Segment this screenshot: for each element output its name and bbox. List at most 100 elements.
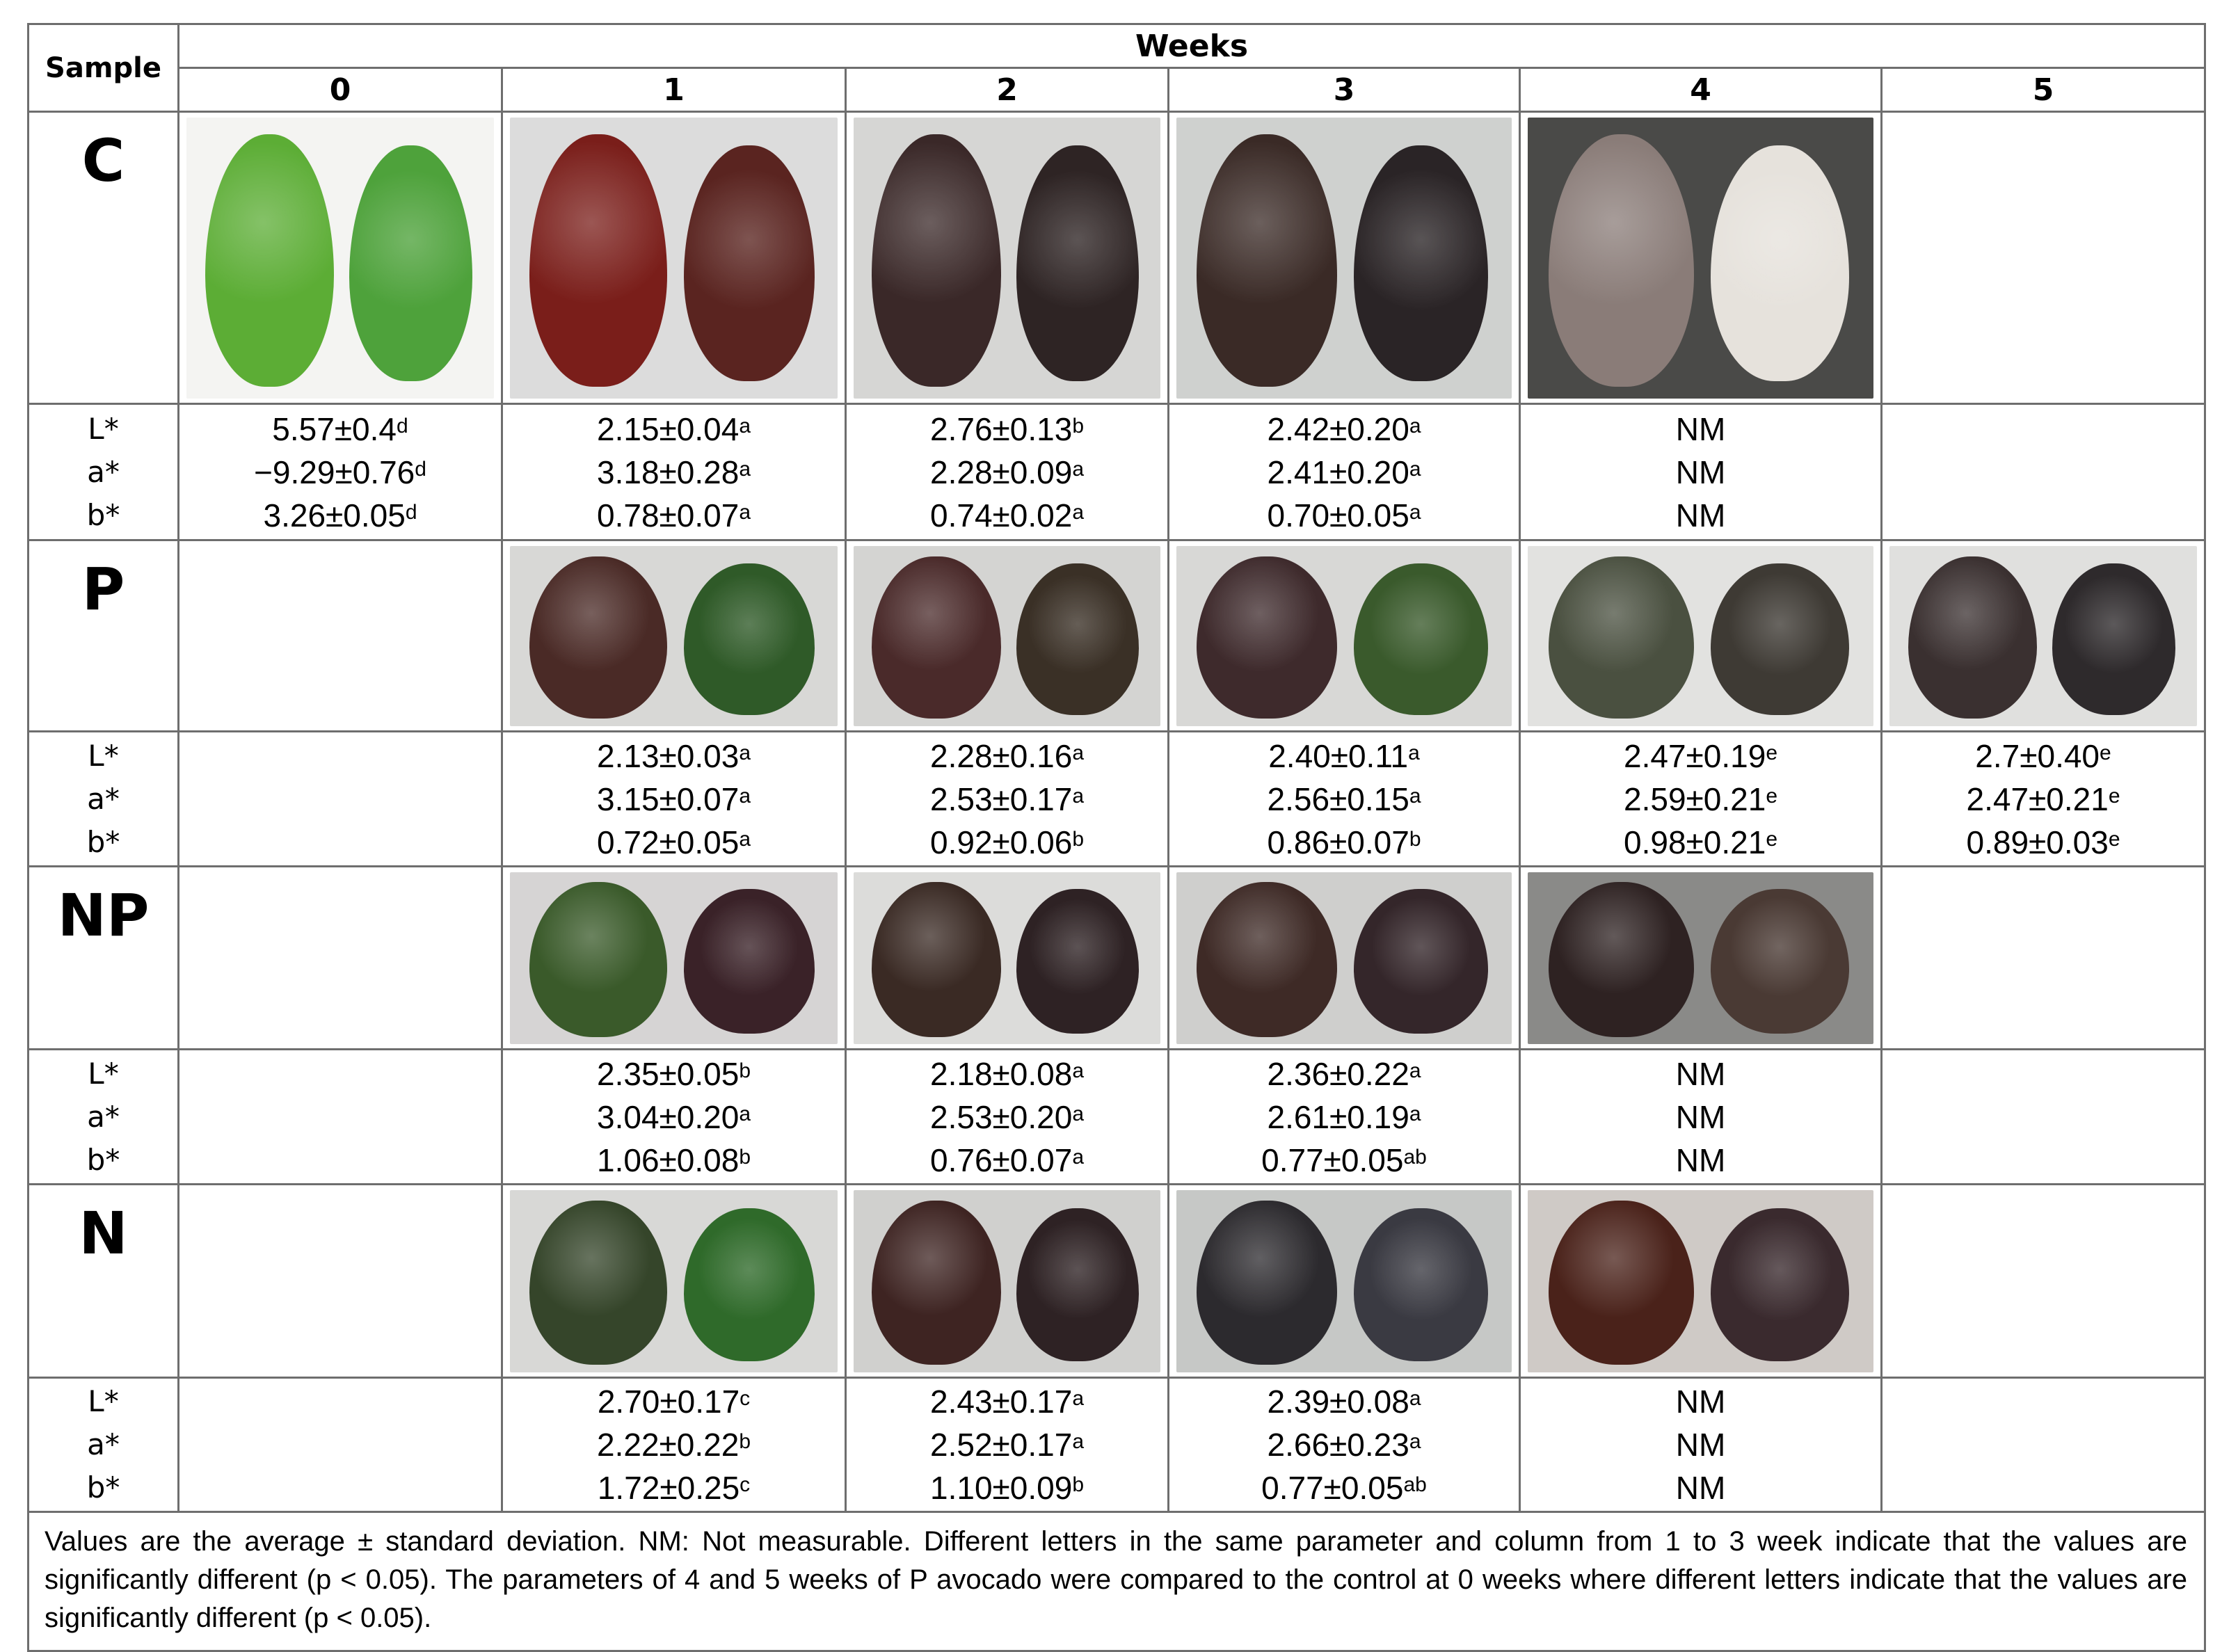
value-l: 2.39±0.08a bbox=[1169, 1380, 1519, 1423]
value-a bbox=[179, 1423, 501, 1466]
value-text: 2.39±0.08 bbox=[1267, 1384, 1409, 1420]
photo-cell bbox=[1167, 539, 1521, 732]
photo-cell bbox=[1167, 1183, 1521, 1379]
value-l: 2.40±0.11a bbox=[1169, 735, 1519, 778]
photo-cell bbox=[1167, 111, 1521, 405]
significance-letter: a bbox=[1409, 1430, 1421, 1453]
value-l: 2.13±0.03a bbox=[503, 735, 845, 778]
avocado-photo bbox=[510, 1189, 838, 1372]
param-label: b* bbox=[86, 1470, 120, 1505]
avocado-right bbox=[1354, 1208, 1489, 1361]
avocado-right bbox=[1354, 145, 1489, 382]
value-b: 0.77±0.05ab bbox=[1169, 1466, 1519, 1509]
avocado-photo bbox=[1528, 117, 1873, 399]
avocado-photo bbox=[1528, 872, 1873, 1044]
value-cell: 2.35±0.05b 3.04±0.20a 1.06±0.08b bbox=[501, 1048, 847, 1185]
week-3-header: 3 bbox=[1167, 67, 1521, 113]
significance-letter: a bbox=[739, 414, 751, 438]
avocado-left bbox=[529, 556, 668, 719]
value-l: NM bbox=[1521, 1380, 1880, 1423]
param-labels: L* a* b* bbox=[27, 403, 179, 541]
value-text: 1.72±0.25 bbox=[597, 1470, 740, 1506]
significance-letter: a bbox=[1409, 1387, 1421, 1410]
avocado-right bbox=[683, 563, 815, 715]
param-label: b* bbox=[86, 497, 120, 532]
significance-letter: b bbox=[739, 1059, 751, 1082]
avocado-color-table: Sample Weeks 0 1 2 3 4 5 C L* a* b* 5.57±0.4… bbox=[26, 23, 2207, 1652]
value-text: 2.35±0.05 bbox=[597, 1055, 740, 1092]
week-1-header: 1 bbox=[501, 67, 847, 113]
value-text: NM bbox=[1675, 1141, 1726, 1178]
sample-label: N bbox=[27, 1183, 179, 1379]
avocado-left bbox=[872, 882, 1001, 1037]
value-text: 0.98±0.21 bbox=[1624, 824, 1766, 860]
sample-image-row: C bbox=[27, 111, 2207, 405]
avocado-left bbox=[1196, 882, 1338, 1037]
value-cell: 2.7±0.40e 2.47±0.21e 0.89±0.03e bbox=[1880, 730, 2207, 867]
significance-letter: e bbox=[2108, 827, 2120, 851]
sample-data-row: L* a* b* 2.13±0.03a 3.15±0.07a 0.72±0.05a 2.28… bbox=[27, 730, 2207, 867]
significance-letter: a bbox=[1072, 500, 1084, 524]
value-text: 2.42±0.20 bbox=[1267, 410, 1409, 447]
avocado-left bbox=[1196, 1201, 1338, 1365]
value-text: 3.04±0.20 bbox=[597, 1098, 740, 1135]
significance-letter: a bbox=[1072, 741, 1084, 764]
avocado-right bbox=[683, 145, 815, 382]
value-text: 2.36±0.22 bbox=[1267, 1055, 1409, 1092]
value-l: 2.28±0.16a bbox=[847, 735, 1167, 778]
value-l bbox=[1883, 1052, 2204, 1096]
avocado-left bbox=[529, 882, 668, 1037]
avocado-left bbox=[1548, 882, 1694, 1037]
value-a bbox=[179, 1096, 501, 1139]
value-text: 5.57±0.4 bbox=[272, 410, 397, 447]
week-2-header: 2 bbox=[845, 67, 1169, 113]
photo-cell bbox=[501, 539, 847, 732]
photo-cell bbox=[1880, 1183, 2207, 1379]
value-b: 0.74±0.02a bbox=[847, 494, 1167, 537]
value-a bbox=[1883, 451, 2204, 494]
value-cell bbox=[177, 1377, 503, 1513]
significance-letter: a bbox=[1409, 500, 1421, 524]
value-cell: 2.76±0.13b 2.28±0.09a 0.74±0.02a bbox=[845, 403, 1169, 541]
value-text: 2.15±0.04 bbox=[597, 410, 740, 447]
photo-cell bbox=[177, 539, 503, 732]
value-text: 0.92±0.06 bbox=[930, 824, 1073, 860]
value-text: NM bbox=[1675, 454, 1726, 490]
value-a: 2.61±0.19a bbox=[1169, 1096, 1519, 1139]
value-text: 1.06±0.08 bbox=[597, 1141, 740, 1178]
value-text: 2.18±0.08 bbox=[930, 1055, 1073, 1092]
value-l: 2.36±0.22a bbox=[1169, 1052, 1519, 1096]
value-cell: 2.15±0.04a 3.18±0.28a 0.78±0.07a bbox=[501, 403, 847, 541]
value-text: 2.70±0.17 bbox=[597, 1384, 740, 1420]
significance-letter: a bbox=[1409, 784, 1421, 808]
value-l: 2.43±0.17a bbox=[847, 1380, 1167, 1423]
avocado-right bbox=[1711, 145, 1850, 382]
significance-letter: ab bbox=[1403, 1473, 1427, 1496]
significance-letter: a bbox=[1072, 457, 1084, 481]
value-text: 0.70±0.05 bbox=[1267, 497, 1409, 534]
value-a: NM bbox=[1521, 1423, 1880, 1466]
value-text: 2.53±0.17 bbox=[930, 780, 1073, 817]
avocado-left bbox=[1548, 556, 1694, 719]
value-cell: 2.13±0.03a 3.15±0.07a 0.72±0.05a bbox=[501, 730, 847, 867]
photo-cell bbox=[1519, 539, 1883, 732]
sample-image-row: P bbox=[27, 539, 2207, 732]
week-0-header: 0 bbox=[177, 67, 503, 113]
param-label: b* bbox=[86, 1142, 120, 1177]
value-b: 0.89±0.03e bbox=[1883, 821, 2204, 864]
value-l bbox=[1883, 408, 2204, 451]
avocado-left bbox=[1196, 556, 1338, 719]
value-cell bbox=[1880, 403, 2207, 541]
photo-cell bbox=[177, 111, 503, 405]
param-label: L* bbox=[88, 1056, 119, 1091]
photo-cell bbox=[845, 865, 1169, 1050]
photo-cell bbox=[1519, 1183, 1883, 1379]
value-text: 1.10±0.09 bbox=[930, 1470, 1073, 1506]
avocado-left bbox=[529, 1201, 668, 1365]
value-text: 0.77±0.05 bbox=[1261, 1141, 1404, 1178]
weeks-header: Weeks bbox=[177, 23, 2207, 69]
avocado-photo bbox=[1528, 1189, 1873, 1372]
significance-letter: e bbox=[1766, 784, 1777, 808]
value-l: 5.57±0.4d bbox=[179, 408, 501, 451]
value-b: 3.26±0.05d bbox=[179, 494, 501, 537]
